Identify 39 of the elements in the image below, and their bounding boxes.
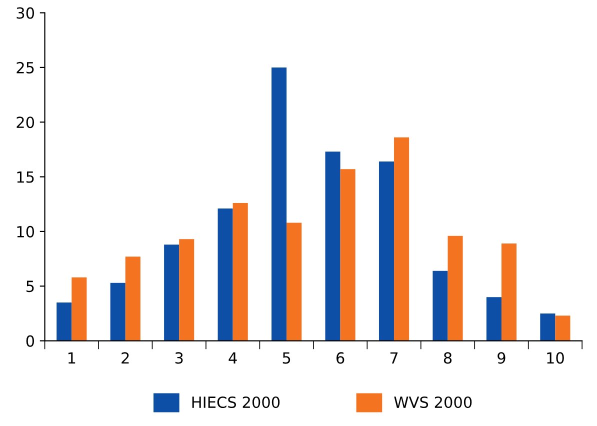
- x-tick-label: 6: [336, 352, 344, 364]
- bar: [72, 277, 87, 341]
- x-tick-label: 3: [175, 352, 183, 364]
- y-tick-label: 10: [17, 226, 34, 238]
- bar: [486, 297, 502, 341]
- x-tick-label: 2: [122, 352, 129, 364]
- x-tick-label: 10: [547, 352, 564, 364]
- bar: [218, 208, 233, 341]
- x-tick-label: 5: [282, 352, 290, 364]
- y-tick-label: 15: [17, 171, 34, 183]
- bar: [232, 203, 248, 341]
- bar: [394, 137, 410, 341]
- bar: [286, 222, 302, 341]
- x-tick-label: 8: [444, 352, 452, 364]
- x-tick-label: 7: [390, 352, 398, 364]
- y-tick-label: 20: [16, 116, 34, 128]
- bar: [432, 270, 448, 341]
- bar: [340, 169, 356, 341]
- bar: [325, 152, 340, 341]
- y-tick-label: 5: [26, 280, 34, 292]
- legend-label: WVS 2000: [394, 396, 472, 408]
- bar: [555, 316, 570, 341]
- bar: [56, 302, 72, 341]
- x-tick-label: 4: [228, 352, 237, 364]
- y-tick-label: 0: [26, 335, 34, 347]
- bar: [272, 67, 287, 341]
- bar: [125, 256, 140, 341]
- y-tick-label: 25: [16, 62, 34, 74]
- bar: [164, 244, 180, 341]
- bar: [540, 313, 556, 341]
- bar: [179, 239, 194, 341]
- bar: [110, 282, 126, 341]
- x-tick-label: 9: [498, 352, 506, 364]
- x-tick-label: 1: [68, 352, 76, 364]
- bar: [501, 243, 517, 341]
- legend-label: HIECS 2000: [192, 396, 280, 408]
- y-tick-label: 30: [16, 7, 34, 19]
- bar: [378, 161, 394, 341]
- bar: [448, 236, 463, 341]
